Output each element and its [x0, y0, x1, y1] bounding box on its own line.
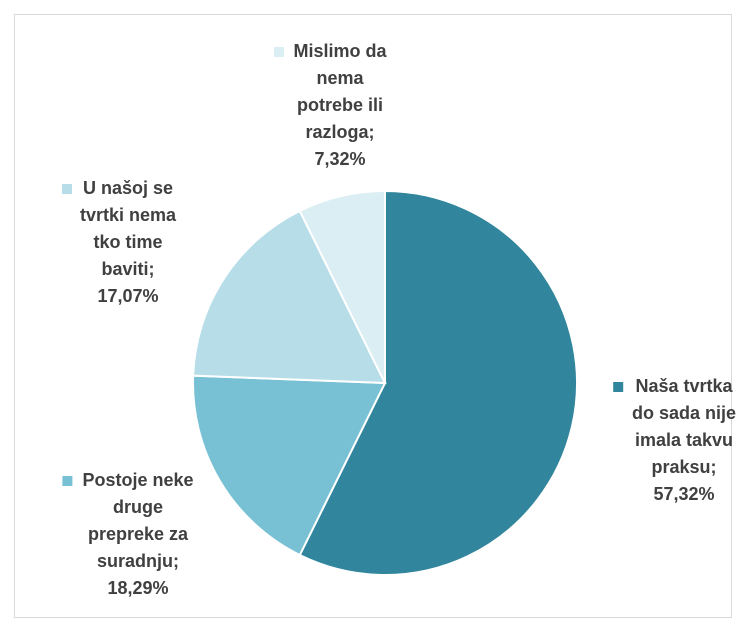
legend-marker	[274, 47, 284, 57]
pie-slice	[298, 189, 578, 576]
data-label: Naša tvrtka do sada nije imala takvu praksu…	[632, 376, 736, 477]
pie-slice	[298, 189, 386, 384]
legend-marker	[62, 476, 73, 486]
data-label: Postoje neke druge prepreke za suradnju;	[82, 470, 193, 571]
value-label: 57,32%	[653, 484, 714, 504]
data-label: Mislimo da nema potrebe ili razloga;	[293, 41, 387, 142]
value-label: 18,29%	[107, 578, 168, 598]
legend-marker	[613, 382, 624, 392]
data-label: U našoj se tvrtki nema tko time baviti;	[80, 178, 177, 279]
value-label: 7,32%	[314, 149, 365, 169]
pie-slice	[192, 374, 387, 557]
value-label: 17,07%	[97, 286, 158, 306]
pie-slice	[192, 209, 387, 385]
legend-marker	[62, 184, 72, 194]
